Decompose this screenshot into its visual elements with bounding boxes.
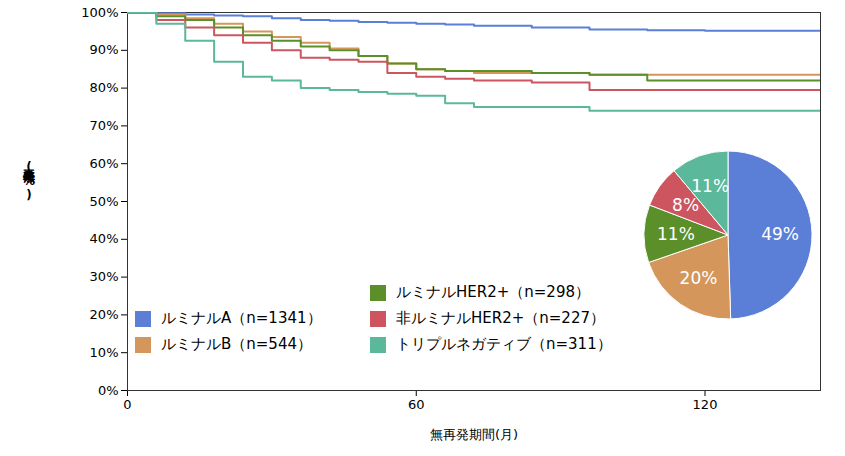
svg-text:100%: 100% — [81, 5, 118, 20]
svg-text:90%: 90% — [90, 42, 119, 57]
svg-text:11%: 11% — [691, 176, 729, 196]
html-text:ルミナルA（n=1341）: ルミナルA（n=1341） — [161, 309, 322, 327]
html-text:ルミナルHER2+（n=298）: ルミナルHER2+（n=298） — [396, 283, 590, 301]
svg-text:50%: 50% — [90, 194, 119, 209]
svg-text:0: 0 — [123, 397, 131, 412]
svg-text:40%: 40% — [90, 231, 119, 246]
svg-text:120: 120 — [693, 397, 718, 412]
svg-text:10%: 10% — [90, 345, 119, 360]
svg-text:80%: 80% — [90, 80, 119, 95]
svg-text:0%: 0% — [98, 383, 119, 398]
html-text:無再発率(%): 無再発率(%) — [22, 160, 36, 202]
svg-text:30%: 30% — [90, 269, 119, 284]
html-text:ルミナルB（n=544）: ルミナルB（n=544） — [161, 335, 312, 353]
svg-text:8%: 8% — [672, 195, 699, 215]
svg-text:無再発期間(月): 無再発期間(月) — [430, 427, 518, 442]
html-text:非ルミナルHER2+（n=227）: 非ルミナルHER2+（n=227） — [396, 309, 605, 327]
svg-text:49%: 49% — [761, 224, 799, 244]
svg-text:20%: 20% — [90, 307, 119, 322]
html-text:トリプルネガティブ（n=311）: トリプルネガティブ（n=311） — [396, 335, 612, 353]
svg-text:11%: 11% — [657, 224, 695, 244]
svg-text:20%: 20% — [680, 268, 718, 288]
svg-text:60: 60 — [408, 397, 425, 412]
svg-text:60%: 60% — [90, 156, 119, 171]
svg-text:70%: 70% — [90, 118, 119, 133]
